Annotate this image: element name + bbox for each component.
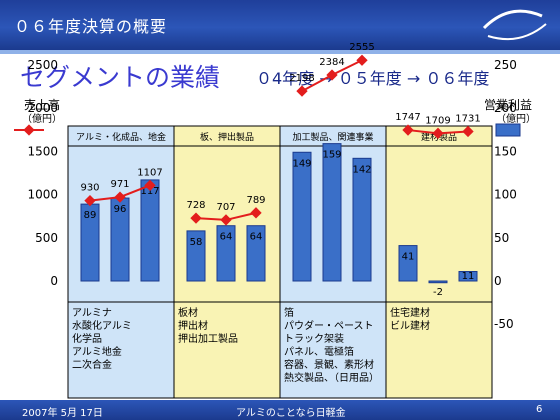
right-axis-tick-label: 100 xyxy=(494,188,517,202)
profit-bar-value-label: 142 xyxy=(352,164,371,175)
left-axis-unit: （億円） xyxy=(22,114,62,125)
segment-item-label: 箔 xyxy=(284,306,294,319)
segment-item-label: トラック架装 xyxy=(284,332,344,345)
segment-item-label: 押出加工製品 xyxy=(178,332,238,345)
sales-point xyxy=(326,69,338,81)
sales-point xyxy=(250,207,262,219)
right-axis-unit: （億円） xyxy=(496,114,536,125)
left-axis-tick-label: 500 xyxy=(35,231,58,245)
sales-point xyxy=(402,124,414,136)
sales-value-label: 971 xyxy=(110,179,129,190)
profit-bar xyxy=(216,225,236,282)
right-axis-title: 営業利益 xyxy=(484,98,533,112)
segment-item-label: アルミ地金 xyxy=(72,345,122,358)
sales-point xyxy=(432,127,444,139)
profit-bar xyxy=(428,280,448,284)
segment-item-label: 水酸化アルミ xyxy=(72,319,132,332)
sales-point xyxy=(356,54,368,66)
sales-point xyxy=(220,214,232,226)
profit-bar-value-label: -2 xyxy=(433,287,443,298)
footer-page-number: 6 xyxy=(536,404,543,415)
segment-item-label: アルミナ xyxy=(72,307,112,319)
profit-bar-value-label: 11 xyxy=(462,271,475,282)
profit-bar-value-label: 89 xyxy=(84,210,97,221)
profit-bar xyxy=(398,245,418,282)
segment-item-label: 押出材 xyxy=(178,319,208,332)
profit-bar xyxy=(292,151,312,282)
profit-bar xyxy=(352,157,372,282)
segment-item-label: ビル建材 xyxy=(390,319,430,332)
sales-value-label: 1731 xyxy=(455,113,480,124)
right-axis-tick-label: 50 xyxy=(494,231,509,245)
header-band xyxy=(0,50,560,54)
legend-line-marker xyxy=(23,124,35,136)
profit-bar-value-label: 64 xyxy=(250,232,263,243)
segment-item-label: パウダー・ペースト xyxy=(284,319,374,332)
right-axis-tick-label: -50 xyxy=(494,317,514,331)
right-axis-tick-label: 250 xyxy=(494,58,517,72)
profit-bar-value-label: 159 xyxy=(322,150,341,161)
segment-item-label: 化学品 xyxy=(72,332,102,345)
profit-bar xyxy=(322,143,342,282)
left-axis-tick-label: 1000 xyxy=(27,188,58,202)
footer-date: 2007年 5月 17日 xyxy=(22,408,103,419)
sales-value-label: 1107 xyxy=(137,167,162,178)
sales-point xyxy=(144,179,156,192)
sales-value-label: 2198 xyxy=(289,73,314,84)
segment-item-label: 板材 xyxy=(178,306,198,319)
sales-value-label: 707 xyxy=(216,202,235,213)
sales-value-label: 789 xyxy=(246,195,265,206)
segment-item-label: パネル、電極箔 xyxy=(284,345,354,358)
slide-subtitle: ０4年度 → ０５年度 → ０６年度 xyxy=(256,69,490,88)
segment-item-label: 容器、景観、素形材 xyxy=(284,358,374,371)
profit-bar-value-label: 117 xyxy=(140,186,159,197)
footer-company-text: アルミのことなら日軽金 xyxy=(236,408,346,419)
right-axis-tick-label: 0 xyxy=(494,274,502,288)
sales-point xyxy=(296,85,308,97)
profit-bar xyxy=(458,270,478,282)
legend-bar-swatch xyxy=(495,123,521,137)
sales-value-label: 2555 xyxy=(349,42,374,53)
profit-bar-value-label: 64 xyxy=(220,232,233,243)
segment-header-label: 板、押出製品 xyxy=(200,131,254,143)
profit-bar xyxy=(186,230,206,282)
left-axis-title: 売上高 xyxy=(24,98,61,112)
left-axis-tick-label: 1500 xyxy=(27,144,58,158)
header-title: ０６年度決算の概要 xyxy=(14,17,168,36)
sales-value-label: 2384 xyxy=(319,57,344,68)
sales-value-label: 1709 xyxy=(425,115,450,126)
company-logo xyxy=(482,9,547,41)
segment-item-label: 熱交製品、（日用品） xyxy=(284,371,379,384)
right-axis-tick-label: 200 xyxy=(494,101,517,115)
sales-value-label: 1747 xyxy=(395,112,420,123)
left-axis-tick-label: 0 xyxy=(50,274,58,288)
header-bar: ０６年度決算の概要 xyxy=(0,0,560,50)
profit-bar-value-label: 96 xyxy=(114,204,127,215)
left-axis-tick-label: 2500 xyxy=(27,58,58,72)
slide-title: セグメントの業績 xyxy=(20,63,221,92)
left-axis-tick-label: 2000 xyxy=(27,101,58,115)
segment-item-label: 住宅建材 xyxy=(390,306,430,319)
sales-point xyxy=(190,212,202,224)
segment-header-label: 加工製品、関連事業 xyxy=(292,131,373,143)
sales-value-label: 728 xyxy=(186,200,205,211)
segment-item-label: 二次合金 xyxy=(72,358,112,371)
sales-value-label: 930 xyxy=(80,183,99,194)
profit-bar-value-label: 58 xyxy=(190,237,203,248)
segment-header-label: アルミ・化成品、地金 xyxy=(76,131,166,143)
profit-bar xyxy=(246,225,266,282)
footer-bar: 2007年 5月 17日 アルミのことなら日軽金 6 xyxy=(0,400,560,420)
profit-bar-value-label: 41 xyxy=(402,252,415,263)
right-axis-tick-label: 150 xyxy=(494,144,517,158)
segment-panel xyxy=(385,125,493,399)
profit-bar-value-label: 149 xyxy=(292,158,311,169)
